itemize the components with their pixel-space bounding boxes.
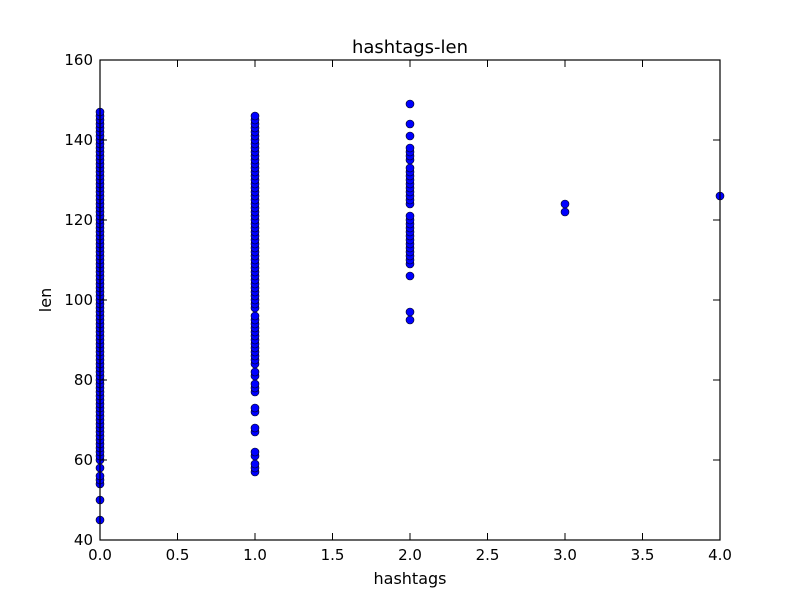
data-point: [405, 131, 415, 141]
data-point: [250, 367, 260, 377]
data-point: [405, 271, 415, 281]
data-point: [560, 207, 570, 217]
y-tick-label: 80: [74, 371, 93, 389]
x-tick-label: 0.0: [88, 546, 112, 564]
data-point: [405, 143, 415, 153]
y-axis-label: len: [36, 288, 55, 312]
y-tick-label: 140: [64, 131, 93, 149]
data-point: [405, 119, 415, 129]
x-tick-label: 1.0: [243, 546, 267, 564]
data-point: [405, 163, 415, 173]
data-point: [250, 447, 260, 457]
x-tick-label: 0.5: [166, 546, 190, 564]
y-tick-label: 120: [64, 211, 93, 229]
x-tick-label: 2.5: [476, 546, 500, 564]
x-tick-label: 1.5: [321, 546, 345, 564]
y-tick-label: 160: [64, 51, 93, 69]
data-point: [250, 423, 260, 433]
data-point: [405, 307, 415, 317]
data-point: [250, 459, 260, 469]
y-axis-ticks: 40 60 80 100 120 140 160: [64, 51, 720, 549]
x-tick-label: 3.5: [631, 546, 655, 564]
data-point: [405, 99, 415, 109]
data-point: [250, 379, 260, 389]
y-tick-label: 40: [74, 531, 93, 549]
data-point: [405, 211, 415, 221]
x-tick-label: 4.0: [708, 546, 732, 564]
data-point: [405, 315, 415, 325]
y-tick-label: 60: [74, 451, 93, 469]
chart-title: hashtags-len: [352, 37, 468, 58]
x-tick-label: 2.0: [398, 546, 422, 564]
data-points: [95, 99, 725, 525]
x-axis-label: hashtags: [374, 569, 447, 588]
data-point: [250, 111, 260, 121]
y-tick-label: 100: [64, 291, 93, 309]
x-tick-label: 3.0: [553, 546, 577, 564]
data-point: [250, 403, 260, 413]
data-point: [560, 199, 570, 209]
x-axis-ticks: 0.0 0.5 1.0 1.5 2.0 2.5 3.0 3.5 4.0: [88, 60, 732, 564]
data-point: [250, 311, 260, 321]
